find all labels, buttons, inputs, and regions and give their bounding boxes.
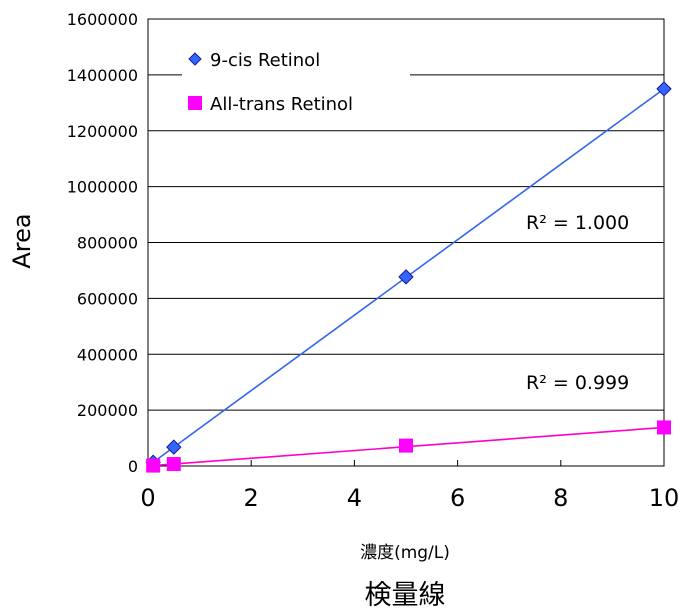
data-point-s0-2 [398,269,414,285]
x-axis-tick-labels: 0 2 4 6 8 10 [140,484,679,512]
legend-label-0: 9-cis Retinol [210,50,320,71]
x-tick-label-0: 0 [140,484,155,512]
y-tick-label-0: 0 [128,457,138,476]
chart-title: 検量線 [365,580,446,611]
x-tick-label-4: 4 [347,484,362,512]
legend-marker-1 [188,96,202,110]
data-point-s1-0 [146,458,161,473]
y-tick-label-400000: 400000 [77,345,138,364]
plot-area-frame [147,18,665,467]
x-axis-title: 濃度(mg/L) [360,543,450,563]
y-tick-label-800000: 800000 [77,234,138,253]
gridlines [148,74,664,411]
legend-box [182,38,410,120]
x-tick-label-2: 2 [244,484,259,512]
r-squared-label-1: R² = 0.999 [526,372,629,394]
x-tick-label-10: 10 [649,484,680,512]
y-axis-title: Area [8,213,36,268]
data-point-s0-3 [656,81,672,97]
data-point-s1-2 [399,438,413,453]
y-tick-label-1600000: 1600000 [67,10,138,29]
y-tick-label-1000000: 1000000 [67,178,138,197]
legend-label-1: All-trans Retinol [210,94,353,115]
x-tick-label-6: 6 [450,484,465,512]
data-point-s1-1 [166,457,181,472]
y-tick-label-200000: 200000 [77,401,138,420]
y-axis-tick-labels: 0 200000 400000 600000 800000 1000000 1200000 1… [67,10,138,476]
data-markers [145,81,672,473]
legend: 9-cis Retinol All-trans Retinol [182,38,410,120]
legend-marker-0 [188,52,202,66]
data-point-s0-1 [166,439,182,455]
y-tick-label-1200000: 1200000 [67,122,138,141]
x-tick-label-8: 8 [553,484,568,512]
y-tick-label-1400000: 1400000 [67,66,138,85]
data-point-s1-3 [657,420,671,435]
r-squared-label-0: R² = 1.000 [526,212,629,234]
r-squared-annotations: R² = 1.000 R² = 0.999 [526,212,629,394]
y-tick-label-600000: 600000 [77,289,138,308]
